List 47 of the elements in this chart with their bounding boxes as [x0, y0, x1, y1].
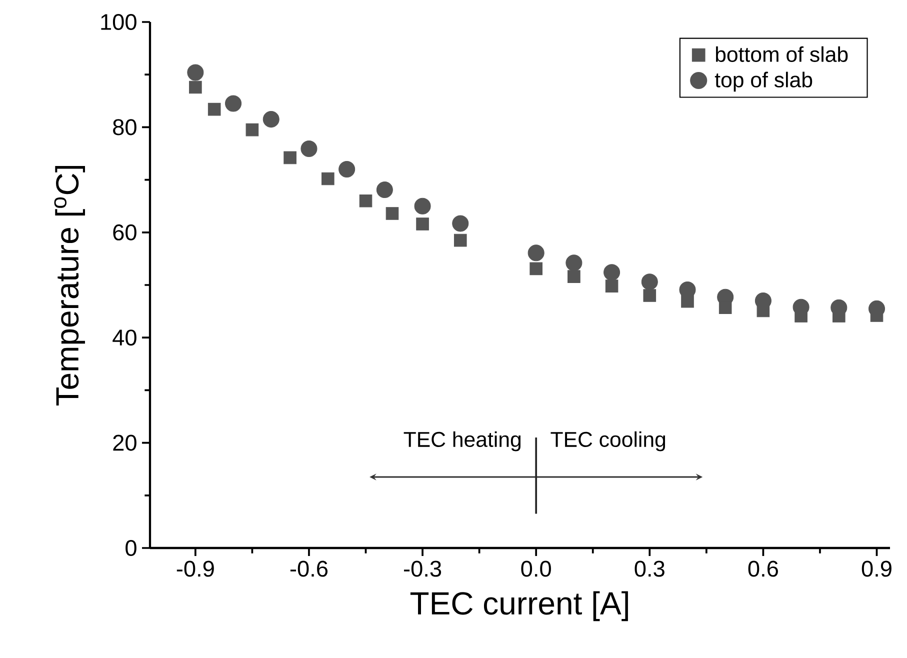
legend-label: bottom of slab — [716, 46, 848, 62]
annotation: TEC cooling — [550, 431, 666, 452]
y-tick-label: 20 — [113, 434, 136, 451]
point — [376, 182, 393, 198]
point — [322, 172, 334, 186]
point — [262, 111, 280, 128]
point — [208, 102, 221, 116]
point — [641, 274, 658, 290]
x-tick-label: 0.0 — [521, 560, 551, 577]
point — [605, 280, 618, 292]
point — [528, 244, 544, 262]
y-tick-label: 100 — [101, 14, 136, 30]
point — [454, 234, 467, 247]
legend-label: top of slab — [714, 72, 812, 92]
x-tick-label: 0.3 — [634, 560, 664, 577]
point — [416, 218, 429, 230]
x-tick-label: -0.3 — [404, 560, 442, 577]
point — [225, 95, 242, 112]
point — [187, 64, 204, 81]
point — [568, 270, 580, 283]
x-tick-label: 0.6 — [748, 560, 778, 577]
point — [718, 301, 732, 314]
point — [681, 294, 694, 308]
y-axis-title: Temperature [$^{o}$C] — [54, 166, 85, 406]
annotation: TEC heating — [404, 431, 521, 452]
x-axis-title: TEC current [A] — [410, 591, 628, 622]
point — [300, 140, 318, 158]
point — [566, 254, 582, 272]
point — [452, 215, 469, 232]
point — [338, 161, 356, 178]
y-tick-label: 0 — [126, 540, 136, 556]
y-tick-label: 40 — [112, 330, 136, 346]
point — [414, 198, 431, 214]
point — [246, 123, 259, 136]
point — [386, 207, 399, 220]
point — [530, 262, 542, 276]
x-tick-label: 0.9 — [862, 560, 892, 577]
point — [643, 289, 656, 302]
point — [359, 194, 372, 208]
point — [604, 264, 620, 281]
point — [756, 304, 770, 318]
point — [284, 151, 296, 164]
y-tick-label: 80 — [113, 119, 136, 136]
x-tick-label: -0.9 — [176, 560, 214, 577]
point — [189, 80, 202, 94]
x-tick-label: -0.6 — [290, 560, 328, 577]
y-tick-label: 60 — [113, 224, 136, 240]
